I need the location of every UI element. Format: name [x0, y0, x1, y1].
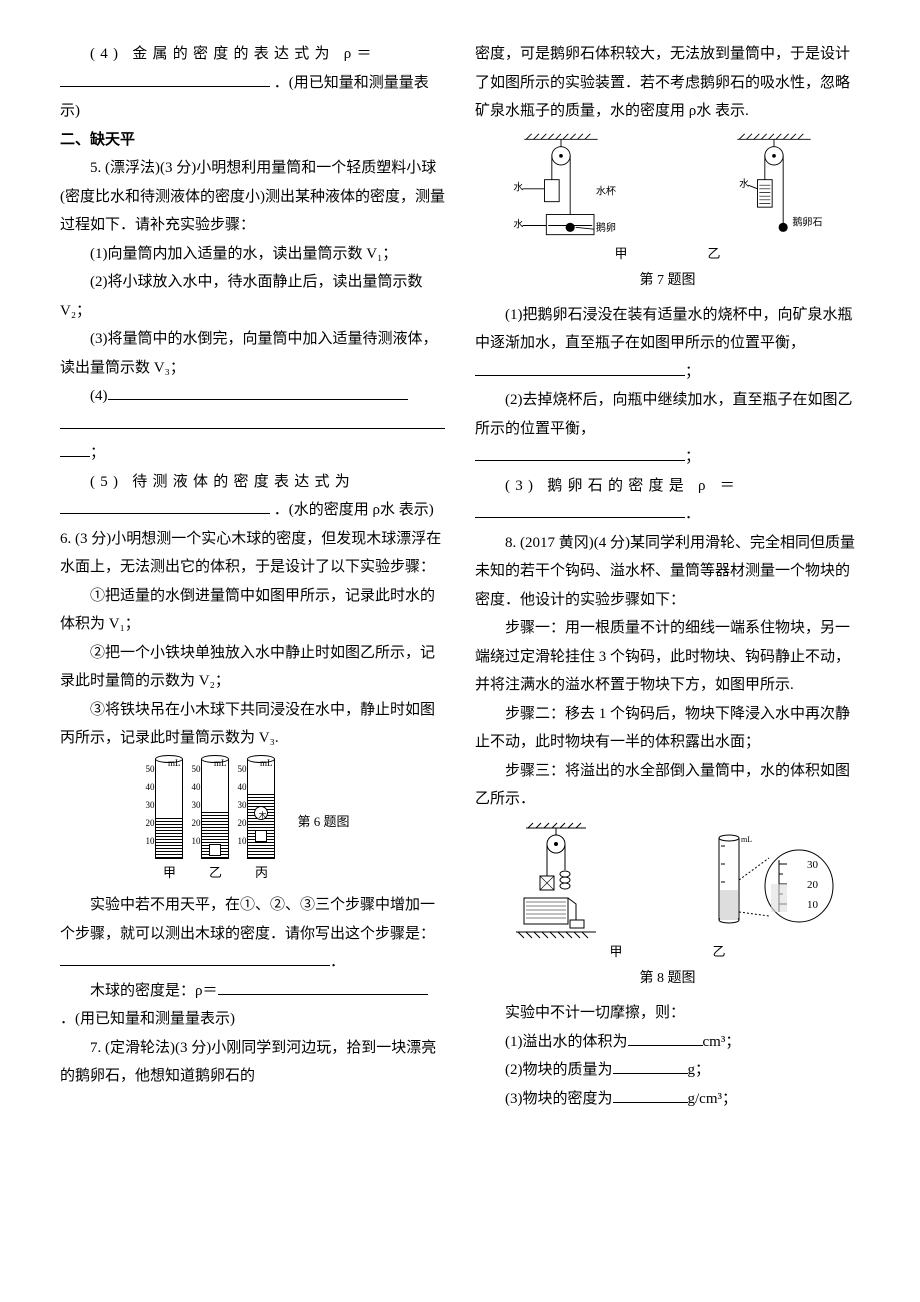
q5-1: (1)向量筒内加入适量的水，读出量筒示数 V₁；	[60, 240, 445, 269]
q5-4-label: (4)	[90, 388, 108, 404]
fig8-jia	[496, 820, 616, 940]
q5-head: 5. (漂浮法)(3 分)小明想利用量筒和一个轻质塑料小球(密度比水和待测液体的…	[60, 154, 445, 240]
svg-text:鹅卵石: 鹅卵石	[792, 215, 822, 228]
q5-5-blank-line: ．(水的密度用 ρ水 表示)	[60, 496, 445, 525]
q6-after1: 实验中若不用天平，在①、②、③三个步骤中增加一个步骤，就可以测出木球的密度．请你…	[60, 891, 445, 948]
q5-4-cont	[60, 411, 445, 440]
svg-text:水: 水	[514, 181, 524, 193]
fig6-label-1: 甲	[155, 861, 183, 886]
fig6-caption: 第 6 题图	[297, 810, 349, 835]
fig8-yi: mL 30 20 10	[699, 820, 839, 940]
q5-4-blank3	[60, 442, 90, 457]
q5-4-tail: ；	[90, 445, 105, 461]
fig7-yi: 水 鹅卵石	[719, 132, 829, 242]
q5-5-tail: ．(水的密度用 ρ水 表示)	[274, 502, 434, 518]
svg-text:水杯: 水杯	[596, 184, 616, 197]
fig8-label-2: 乙	[713, 940, 726, 965]
q5-4-end: ；	[60, 439, 445, 468]
q8-s3: 步骤三：将溢出的水全部倒入量筒中，水的体积如图乙所示．	[475, 757, 860, 814]
fig8-label-1: 甲	[609, 940, 622, 965]
q4-text: (4) 金属的密度的表达式为 ρ＝	[90, 46, 377, 62]
q6-after1-text: 实验中若不用天平，在①、②、③三个步骤中增加一个步骤，就可以测出木球的密度．请你…	[60, 897, 435, 942]
svg-text:水: 水	[514, 218, 524, 230]
q7-cont: 密度，可是鹅卵石体积较大，无法放到量筒中，于是设计了如图所示的实验装置．若不考虑…	[475, 40, 860, 126]
figure-8: mL 30 20 10 甲 乙 第 8 题图	[475, 820, 860, 993]
q5-5: (5) 待测液体的密度表达式为	[60, 468, 445, 497]
q4-blank-line: ．(用已知量和测量量表示)	[60, 69, 445, 126]
q4-blank	[60, 72, 270, 87]
q4-line: (4) 金属的密度的表达式为 ρ＝	[60, 40, 445, 69]
q7-head: 7. (定滑轮法)(3 分)小刚同学到河边玩，拾到一块漂亮的鹅卵石，他想知道鹅卵…	[60, 1034, 445, 1091]
q5-3: (3)将量筒中的水倒完，向量筒中加入适量待测液体，读出量筒示数 V₃；	[60, 325, 445, 382]
q6-1: ①把适量的水倒进量筒中如图甲所示，记录此时水的体积为 V₁；	[60, 582, 445, 639]
q6-after2-tail: ．(用已知量和测量量表示)	[60, 1011, 235, 1027]
q8-a3: (3)物块的密度为g/cm³；	[475, 1085, 860, 1114]
left-column: (4) 金属的密度的表达式为 ρ＝ ．(用已知量和测量量表示) 二、缺天平 5.…	[60, 40, 445, 1113]
q7-3-blank: ．	[475, 500, 860, 529]
svg-text:30: 30	[807, 859, 819, 871]
q8-tail: 实验中不计一切摩擦，则：	[475, 999, 860, 1028]
figure-6: mL 50 40 30 20 10 甲 mL	[60, 759, 445, 886]
q8-a1: (1)溢出水的体积为cm³；	[475, 1028, 860, 1057]
svg-text:10: 10	[807, 899, 819, 911]
q8-s2: 步骤二：移去 1 个钩码后，物块下降浸入水中再次静止不动，此时物块有一半的体积露…	[475, 700, 860, 757]
fig8-caption: 第 8 题图	[475, 966, 860, 993]
fig7-caption: 第 7 题图	[475, 268, 860, 295]
q8-head: 8. (2017 黄冈)(4 分)某同学利用滑轮、完全相同但质量未知的若干个钩码…	[475, 529, 860, 615]
fig6-label-2: 乙	[201, 861, 229, 886]
q5-5-text: (5) 待测液体的密度表达式为	[90, 474, 355, 490]
q6-after1-blank: ．	[60, 948, 445, 977]
q5-2: (2)将小球放入水中，待水面静止后，读出量筒示数 V₂；	[60, 268, 445, 325]
section-2-title: 二、缺天平	[60, 126, 445, 155]
svg-text:水: 水	[739, 178, 749, 190]
q5-4-blank2	[60, 414, 445, 429]
fig7-jia: 水 水杯 水 鹅卵石	[506, 132, 616, 242]
q7-3: (3) 鹅卵石的密度是 ρ ＝	[475, 472, 860, 501]
right-column: 密度，可是鹅卵石体积较大，无法放到量筒中，于是设计了如图所示的实验装置．若不考虑…	[475, 40, 860, 1113]
q6-3: ③将铁块吊在小木球下共同浸没在水中，静止时如图丙所示，记录此时量筒示数为 V₃.	[60, 696, 445, 753]
svg-text:20: 20	[807, 879, 819, 891]
q6-after2: 木球的密度是：ρ＝ ．(用已知量和测量量表示)	[60, 977, 445, 1034]
fig7-label-2: 乙	[708, 242, 721, 267]
q8-s1: 步骤一：用一根质量不计的细线一端系住物块，另一端绕过定滑轮挂住 3 个钩码，此时…	[475, 614, 860, 700]
figure-7: 水 水杯 水 鹅卵石 水	[475, 132, 860, 295]
q5-4: (4)	[60, 382, 445, 411]
q7-1: (1)把鹅卵石浸没在装有适量水的烧杯中，向矿泉水瓶中逐渐加水，直至瓶子在如图甲所…	[475, 301, 860, 387]
q6-2: ②把一个小铁块单独放入水中静止时如图乙所示，记录此时量筒的示数为 V₂；	[60, 639, 445, 696]
q5-4-blank	[108, 385, 408, 400]
svg-text:mL: mL	[741, 835, 752, 844]
fig7-label-1: 甲	[614, 242, 627, 267]
q6-head: 6. (3 分)小明想测一个实心木球的密度，但发现木球漂浮在水面上，无法测出它的…	[60, 525, 445, 582]
q6-after2-text: 木球的密度是：ρ＝	[90, 983, 218, 999]
q5-5-blank	[60, 499, 270, 514]
q7-2-blank: ；	[475, 443, 860, 472]
fig6-cyl-3: mL 50 40 30 20 10 木 丙	[247, 759, 275, 886]
q8-a2: (2)物块的质量为g；	[475, 1056, 860, 1085]
fig6-label-3: 丙	[247, 861, 275, 886]
q7-2: (2)去掉烧杯后，向瓶中继续加水，直至瓶子在如图乙所示的位置平衡，	[475, 386, 860, 443]
fig6-cylinders: mL 50 40 30 20 10 甲 mL	[60, 759, 445, 886]
svg-text:鹅卵石: 鹅卵石	[596, 221, 616, 234]
